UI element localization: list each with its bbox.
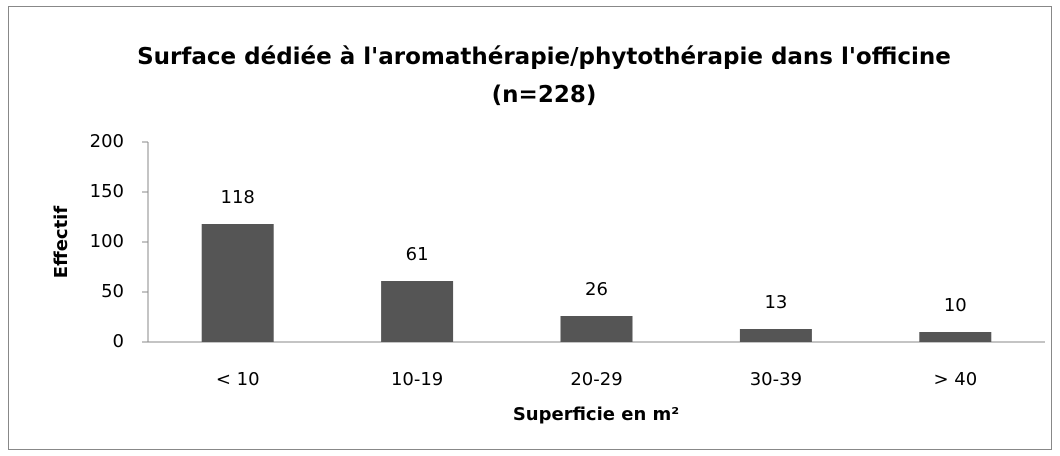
data-label: 13 (764, 292, 787, 313)
chart-border (8, 6, 1052, 450)
y-axis-label: Effectif (51, 206, 72, 279)
bar (919, 332, 992, 342)
x-tick-label: < 10 (216, 369, 260, 390)
bar (381, 281, 454, 342)
data-label: 26 (585, 279, 608, 300)
bar (560, 316, 633, 342)
data-label: 61 (406, 244, 429, 265)
x-axis-label: Superficie en m² (513, 404, 679, 425)
bar (739, 329, 812, 342)
y-tick-label: 150 (90, 181, 124, 202)
chart-title: Surface dédiée à l'aromathérapie/phytoth… (137, 44, 951, 108)
x-tick-label: > 40 (933, 369, 977, 390)
x-tick-label: 30-39 (750, 369, 802, 390)
x-tick-label: 20-29 (570, 369, 622, 390)
x-tick-label: 10-19 (391, 369, 443, 390)
data-label: 10 (944, 295, 967, 316)
data-label: 118 (221, 187, 255, 208)
y-tick-label: 200 (90, 131, 124, 152)
bar (201, 224, 274, 342)
y-tick-label: 100 (90, 231, 124, 252)
y-tick-label: 50 (101, 281, 124, 302)
y-tick-label: 0 (113, 331, 124, 352)
